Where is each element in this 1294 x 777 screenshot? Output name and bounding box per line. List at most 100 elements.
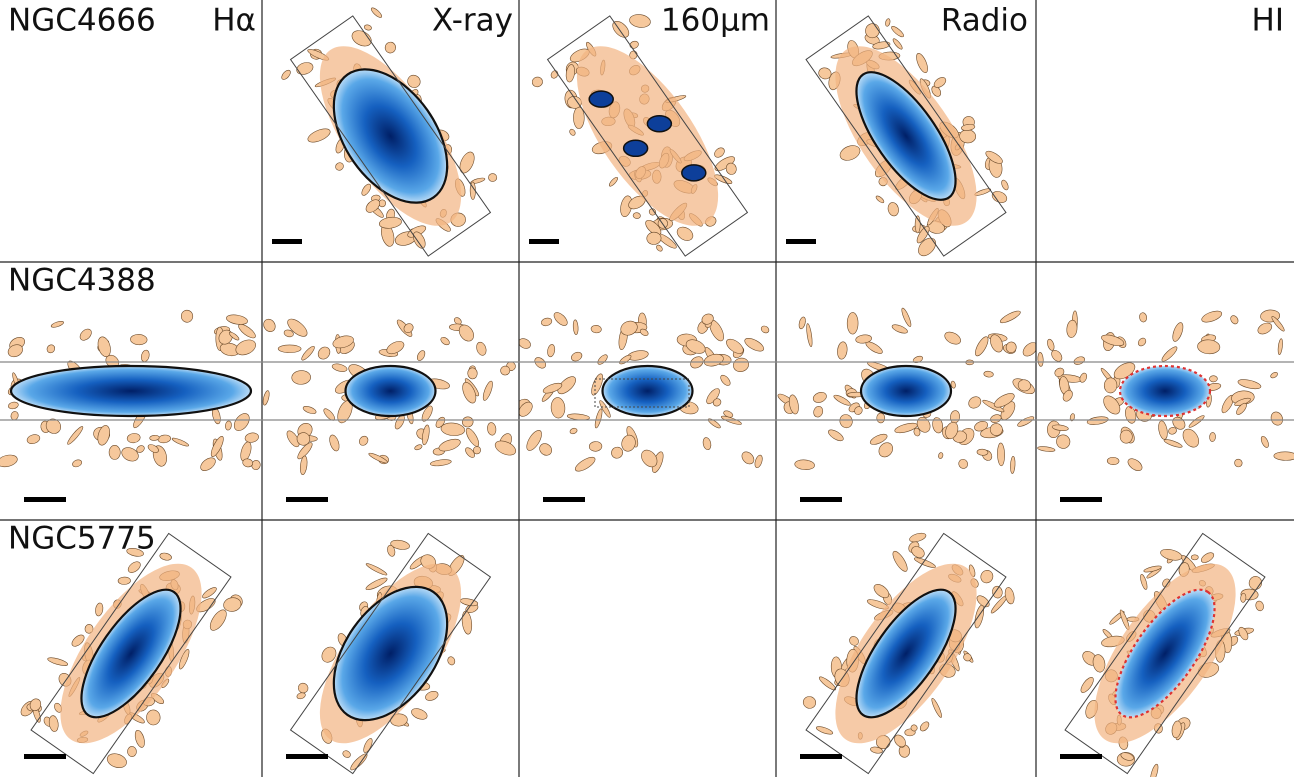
emission-blob bbox=[302, 405, 317, 415]
emission-blob bbox=[1255, 600, 1265, 612]
emission-blob bbox=[979, 568, 996, 585]
emission-blob bbox=[589, 441, 602, 452]
row-label: NGC5775 bbox=[8, 520, 156, 556]
emission-blob bbox=[126, 559, 142, 574]
emission-blob bbox=[740, 449, 757, 466]
emission-blob bbox=[280, 69, 292, 81]
emission-blob bbox=[533, 355, 548, 370]
emission-blob bbox=[890, 25, 905, 39]
emission-blob bbox=[300, 345, 316, 362]
emission-blob bbox=[349, 28, 374, 50]
emission-blob bbox=[890, 549, 910, 573]
emission-blob bbox=[1073, 355, 1086, 366]
emission-blob bbox=[913, 556, 936, 569]
emission-blob bbox=[1016, 415, 1035, 428]
emission-blob bbox=[713, 146, 727, 159]
emission-blob bbox=[875, 195, 885, 204]
emission-blob bbox=[105, 751, 128, 770]
emission-blob bbox=[1274, 452, 1294, 461]
emission-blob bbox=[610, 18, 632, 40]
emission-blob bbox=[537, 441, 554, 458]
emission-blob bbox=[1270, 371, 1279, 379]
emission-blob bbox=[973, 335, 991, 358]
emission-blob bbox=[198, 455, 218, 473]
emission-blob bbox=[1209, 376, 1217, 382]
emission-blob bbox=[1037, 352, 1043, 366]
emission-blob bbox=[943, 330, 963, 347]
emission-blob bbox=[1160, 345, 1179, 363]
emission-blob bbox=[957, 458, 970, 471]
emission-blob bbox=[1107, 457, 1119, 465]
emission-blob bbox=[439, 336, 450, 347]
emission-blob bbox=[1104, 377, 1117, 393]
emission-blob bbox=[1137, 337, 1148, 348]
emission-blob bbox=[838, 143, 862, 163]
column-label: HI bbox=[1252, 2, 1284, 38]
emission-blob bbox=[743, 336, 766, 354]
column-label: Hα bbox=[212, 2, 256, 38]
emission-blob bbox=[1171, 321, 1185, 342]
emission-blob bbox=[891, 323, 909, 335]
emission-blob bbox=[591, 325, 602, 334]
emission-blob bbox=[78, 327, 94, 343]
emission-blob bbox=[1046, 338, 1055, 351]
emission-blob bbox=[475, 341, 488, 357]
emission-blob bbox=[384, 41, 396, 54]
emission-blob bbox=[547, 344, 556, 358]
emission-blob bbox=[912, 355, 924, 364]
emission-blob bbox=[440, 422, 465, 437]
emission-blob bbox=[461, 416, 473, 428]
emission-blob bbox=[655, 244, 663, 252]
emission-blob bbox=[887, 201, 900, 217]
emission-blob bbox=[753, 454, 763, 469]
panel bbox=[261, 316, 518, 502]
emission-blob bbox=[997, 443, 1005, 466]
scale-bar bbox=[800, 754, 842, 759]
emission-blob bbox=[877, 413, 885, 423]
column-label: X-ray bbox=[432, 2, 513, 38]
emission-blob bbox=[838, 412, 855, 429]
emission-blob bbox=[596, 353, 609, 366]
emission-blob bbox=[244, 432, 259, 444]
emission-blob bbox=[8, 401, 19, 410]
emission-blob bbox=[1159, 547, 1183, 562]
emission-blob bbox=[1260, 435, 1270, 448]
panel bbox=[776, 307, 1039, 502]
scale-bar bbox=[800, 497, 842, 502]
emission-blob bbox=[847, 312, 858, 334]
emission-blob bbox=[675, 224, 696, 243]
emission-blob bbox=[594, 408, 604, 428]
emission-blob bbox=[702, 437, 712, 451]
scale-bar bbox=[1060, 754, 1102, 759]
emission-blob bbox=[379, 216, 403, 230]
emission-blob bbox=[552, 310, 570, 328]
emission-blob bbox=[531, 76, 543, 88]
emission-blob bbox=[719, 373, 732, 387]
emission-blob bbox=[467, 368, 477, 380]
emission-blob bbox=[569, 427, 578, 434]
panel bbox=[529, 13, 747, 256]
emission-blob bbox=[540, 317, 552, 327]
emission-blob bbox=[732, 356, 751, 374]
emission-blob bbox=[0, 453, 19, 469]
emission-blob bbox=[1149, 763, 1160, 777]
panel bbox=[1060, 533, 1265, 777]
scale-bar bbox=[286, 497, 328, 502]
blue-clump bbox=[647, 116, 671, 132]
emission-blob bbox=[989, 413, 1002, 424]
scale-bar bbox=[543, 497, 585, 502]
emission-blob bbox=[133, 729, 146, 748]
emission-blob bbox=[707, 417, 722, 429]
emission-blob bbox=[1229, 314, 1239, 325]
emission-blob bbox=[225, 420, 232, 430]
emission-blob bbox=[262, 390, 271, 406]
emission-blob bbox=[885, 18, 891, 27]
panels bbox=[0, 6, 1294, 777]
emission-blob bbox=[481, 380, 494, 402]
emission-blob bbox=[50, 320, 64, 329]
emission-blob bbox=[96, 335, 113, 358]
emission-blob bbox=[109, 445, 120, 459]
emission-blob bbox=[1139, 312, 1148, 323]
emission-blob bbox=[1269, 410, 1285, 427]
panel bbox=[272, 6, 497, 256]
